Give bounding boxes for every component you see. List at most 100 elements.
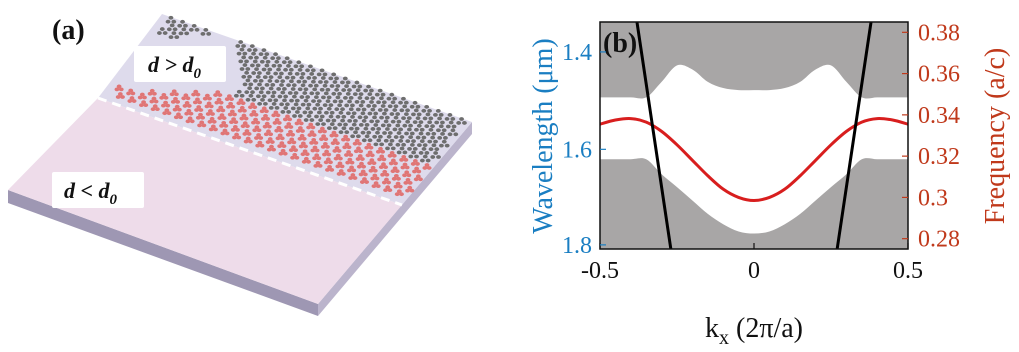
- upper-hole: [372, 104, 377, 108]
- lower-hole: [208, 127, 214, 132]
- upper-hole: [441, 139, 447, 144]
- upper-hole: [392, 96, 398, 101]
- upper-hole: [296, 106, 302, 111]
- lower-hole: [353, 149, 359, 154]
- upper-hole: [383, 138, 389, 143]
- lower-hole: [243, 116, 249, 121]
- upper-hole: [396, 119, 402, 124]
- lower-hole: [346, 150, 352, 154]
- lower-hole: [197, 100, 203, 105]
- lower-hole: [196, 105, 202, 109]
- upper-hole: [302, 91, 308, 95]
- lower-hole: [268, 132, 274, 137]
- lower-hole: [381, 157, 387, 162]
- upper-hole: [404, 112, 409, 117]
- upper-hole: [367, 111, 373, 116]
- upper-hole: [238, 59, 244, 64]
- upper-hole: [313, 83, 319, 88]
- lower-hole: [300, 141, 306, 146]
- lower-hole: [195, 92, 201, 97]
- upper-hole: [357, 115, 363, 120]
- upper-hole: [262, 55, 268, 60]
- upper-hole: [165, 19, 171, 24]
- upper-hole: [303, 118, 309, 122]
- upper-hole: [357, 84, 363, 89]
- lower-hole: [396, 189, 402, 194]
- lower-hole: [299, 133, 305, 138]
- lower-hole: [229, 97, 234, 102]
- upper-hole: [377, 88, 383, 93]
- lower-hole: [169, 92, 175, 97]
- lower-hole: [291, 145, 296, 150]
- upper-hole: [194, 27, 200, 32]
- lower-hole: [269, 140, 275, 144]
- lower-hole: [151, 96, 157, 101]
- upper-hole: [312, 106, 318, 111]
- lower-hole: [393, 161, 398, 166]
- upper-hole: [418, 120, 424, 125]
- upper-hole: [418, 151, 424, 155]
- lower-hole: [170, 99, 176, 104]
- lower-hole: [391, 176, 397, 181]
- upper-hole: [354, 99, 360, 104]
- upper-hole: [341, 126, 347, 131]
- left-axis-title: Wavelength (μm): [528, 38, 559, 233]
- lower-hole: [400, 165, 406, 170]
- upper-hole: [402, 150, 408, 155]
- upper-hole: [245, 97, 251, 102]
- lower-hole: [223, 123, 229, 128]
- lower-hole: [204, 104, 210, 109]
- upper-hole: [438, 112, 444, 117]
- upper-hole: [157, 31, 162, 35]
- upper-hole: [299, 75, 305, 80]
- upper-hole: [430, 135, 436, 140]
- domain-wall-dashed-line: [97, 96, 403, 207]
- upper-hole: [303, 98, 309, 103]
- lower-hole: [273, 110, 279, 115]
- upper-hole: [386, 96, 392, 101]
- lower-hole: [382, 169, 388, 174]
- upper-hole: [274, 59, 280, 64]
- lower-hole: [394, 169, 400, 174]
- lower-hole: [401, 154, 407, 159]
- upper-hole: [260, 97, 265, 102]
- lower-hole: [388, 161, 394, 166]
- upper-hole: [297, 68, 303, 72]
- lower-hole: [375, 184, 381, 189]
- lower-hole: [329, 168, 335, 172]
- lower-hole: [319, 137, 324, 142]
- lower-hole: [311, 133, 317, 137]
- upper-hole: [393, 104, 399, 109]
- lower-hole: [249, 112, 255, 117]
- upper-hole: [296, 79, 302, 84]
- lower-hole: [161, 92, 167, 97]
- lower-hole: [332, 149, 338, 153]
- upper-hole: [411, 139, 416, 144]
- upper-hole: [267, 67, 273, 72]
- lower-hole: [304, 152, 310, 157]
- lower-hole: [182, 104, 188, 108]
- lower-hole: [233, 120, 239, 125]
- lower-hole: [183, 93, 189, 98]
- upper-hole: [159, 27, 165, 31]
- upper-hole: [260, 86, 265, 91]
- upper-hole: [424, 151, 430, 155]
- lower-hole: [115, 95, 121, 99]
- lower-hole: [221, 116, 227, 120]
- upper-hole: [409, 143, 415, 147]
- lower-hole: [220, 131, 226, 136]
- upper-hole: [316, 110, 322, 115]
- upper-hole: [405, 108, 410, 113]
- lower-hole: [369, 153, 375, 158]
- lower-hole: [195, 97, 200, 102]
- upper-hole: [206, 31, 212, 36]
- upper-hole: [292, 114, 297, 118]
- slab-side-face: [318, 122, 472, 316]
- lower-hole: [200, 115, 206, 120]
- lower-hole: [253, 117, 259, 122]
- lower-hole: [176, 112, 181, 117]
- upper-hole: [334, 87, 340, 92]
- upper-hole: [370, 127, 376, 131]
- lower-hole: [227, 112, 233, 117]
- lower-hole: [265, 116, 271, 121]
